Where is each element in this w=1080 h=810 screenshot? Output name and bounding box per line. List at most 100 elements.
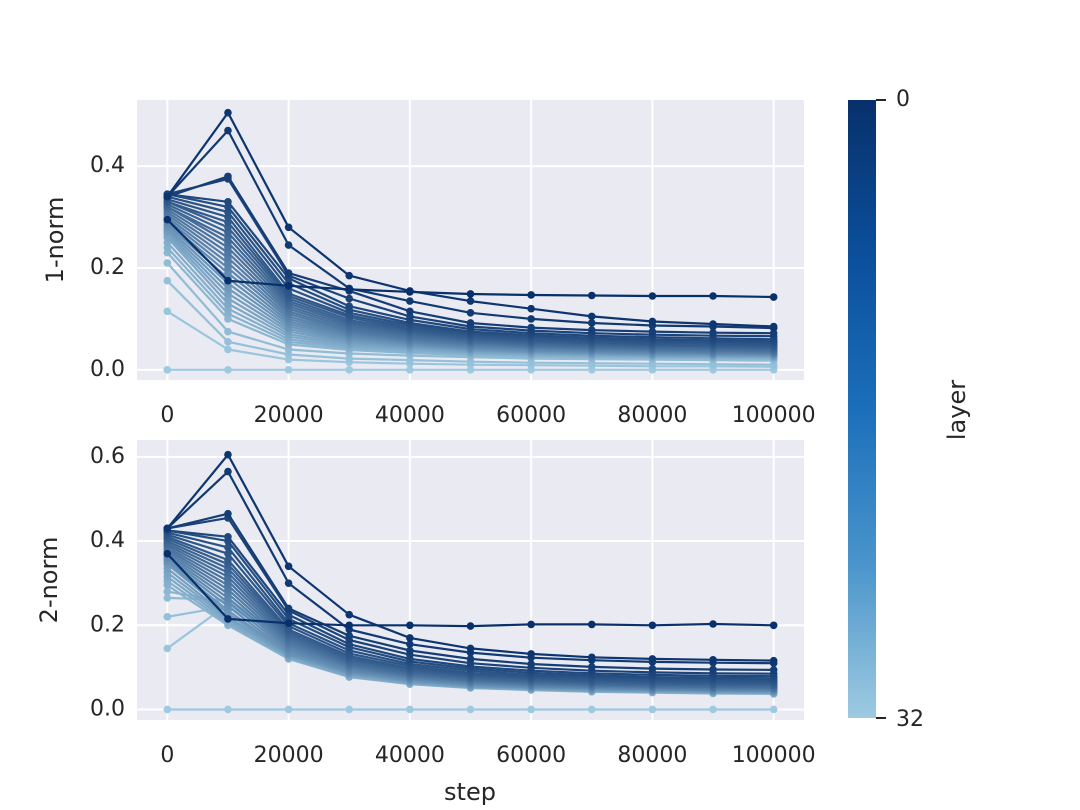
colorbar-tick-label-32: 32 — [896, 707, 924, 732]
data-point-layer-3 — [769, 666, 778, 674]
data-point-layer-1 — [345, 610, 354, 619]
data-point-layer-3 — [527, 660, 535, 668]
data-point-layer-29 — [224, 327, 232, 336]
series-layer-1-2-norm — [163, 450, 778, 665]
data-point-layer-28 — [163, 587, 172, 596]
data-point-layer-1 — [709, 320, 717, 328]
data-point-layer-9 — [224, 556, 232, 564]
data-point-layer-3 — [284, 269, 293, 277]
data-point-layer-5 — [345, 302, 354, 310]
data-point-layer-3 — [224, 172, 232, 181]
data-point-layer-32 — [769, 705, 778, 714]
data-point-layer-30 — [224, 338, 232, 346]
data-point-layer-0 — [527, 291, 535, 299]
data-point-layer-2 — [527, 315, 535, 323]
data-point-layer-3 — [587, 663, 596, 671]
data-point-layer-5 — [224, 198, 232, 206]
data-point-layer-0 — [527, 620, 535, 629]
data-point-layer-1 — [345, 271, 354, 280]
data-point-layer-32 — [345, 366, 354, 374]
x-tick-label-1-norm: 60000 — [496, 403, 566, 428]
y-tick-label-2-norm: 0.4 — [90, 528, 125, 553]
data-point-layer-3 — [224, 509, 232, 518]
x-tick-label-2-norm: 0 — [160, 743, 174, 768]
data-point-layer-32 — [709, 705, 717, 714]
y-axis-label-2-norm: 2-norm — [35, 537, 63, 624]
data-point-layer-32 — [406, 705, 414, 714]
data-point-layer-1 — [527, 650, 535, 658]
x-tick-label-2-norm: 20000 — [254, 743, 324, 768]
data-point-layer-0 — [587, 620, 596, 629]
data-point-layer-8 — [224, 549, 232, 558]
series-layer-1-1-norm — [163, 108, 778, 331]
data-point-layer-1 — [406, 634, 414, 642]
data-point-layer-0 — [769, 621, 778, 630]
x-tick-label-1-norm: 0 — [160, 403, 174, 428]
data-point-layer-1 — [466, 644, 475, 653]
data-point-layer-31 — [163, 307, 172, 316]
x-tick-label-2-norm: 80000 — [617, 743, 687, 768]
x-axis-label-step: step — [444, 778, 496, 806]
panel-2-norm: 0 20000 40000 60000 80000 100000 0.0 0.2 0.4 0.6… — [35, 440, 816, 806]
data-point-layer-3 — [709, 328, 717, 337]
data-point-layer-2 — [284, 241, 293, 249]
data-point-layer-3 — [709, 665, 717, 674]
data-point-layer-3 — [648, 664, 657, 673]
data-point-layer-0 — [163, 549, 172, 558]
data-point-layer-0 — [466, 622, 475, 630]
data-point-layer-30 — [163, 613, 172, 621]
data-point-layer-2 — [466, 309, 475, 317]
x-tick-label-1-norm: 40000 — [375, 403, 445, 428]
colorbar: 0 32 layer — [848, 87, 971, 732]
data-point-layer-1 — [163, 524, 172, 533]
series-layer-0-1-norm — [163, 215, 778, 301]
data-point-layer-3 — [587, 326, 596, 334]
data-point-layer-31 — [224, 345, 232, 354]
data-point-layer-3 — [466, 655, 475, 663]
y-axis-label-1-norm: 1-norm — [41, 197, 69, 284]
series-layer-32-2-norm — [163, 705, 778, 714]
data-point-layer-2 — [406, 297, 414, 305]
data-point-layer-32 — [284, 705, 293, 714]
data-point-layer-0 — [284, 282, 293, 290]
series-group-2-norm — [163, 450, 778, 714]
data-point-layer-3 — [466, 319, 475, 327]
data-point-layer-32 — [406, 366, 414, 374]
data-point-layer-1 — [466, 297, 475, 305]
data-point-layer-1 — [648, 317, 657, 326]
data-point-layer-1 — [587, 653, 596, 662]
y-tick-label-2-norm: 0.2 — [90, 612, 125, 637]
data-point-layer-29 — [163, 594, 172, 602]
series-layer-2-1-norm — [163, 126, 778, 332]
y-tick-label-2-norm: 0.0 — [90, 696, 125, 721]
series-group-1-norm — [163, 108, 778, 374]
data-point-layer-0 — [648, 621, 657, 630]
data-point-layer-32 — [163, 366, 172, 374]
data-point-layer-0 — [466, 290, 475, 298]
data-point-layer-5 — [224, 533, 232, 541]
y-tick-label-1-norm: 0.4 — [90, 153, 125, 178]
data-point-layer-32 — [163, 705, 172, 714]
data-point-layer-32 — [345, 705, 354, 714]
series-layer-0-2-norm — [163, 549, 778, 630]
data-point-layer-3 — [284, 604, 293, 613]
panel-1-norm: 0 20000 40000 60000 80000 100000 0.0 0.2 0.4 1-… — [41, 100, 816, 428]
data-point-layer-1 — [527, 304, 535, 313]
x-tick-labels-2-norm: 0 20000 40000 60000 80000 100000 — [160, 743, 815, 768]
data-point-layer-3 — [527, 323, 535, 332]
data-point-layer-1 — [587, 312, 596, 321]
x-tick-label-2-norm: 100000 — [732, 743, 816, 768]
data-point-layer-31 — [163, 644, 172, 653]
y-tick-labels-1-norm: 0.0 0.2 0.4 — [90, 153, 125, 382]
series-layer-3-1-norm — [163, 172, 778, 337]
x-tick-labels-1-norm: 0 20000 40000 60000 80000 100000 — [160, 403, 815, 428]
data-point-layer-32 — [527, 705, 535, 714]
data-point-layer-0 — [345, 285, 354, 294]
colorbar-tick-label-0: 0 — [896, 87, 910, 112]
x-tick-label-1-norm: 100000 — [732, 403, 816, 428]
data-point-layer-0 — [648, 292, 657, 300]
data-point-layer-0 — [406, 621, 414, 630]
data-point-layer-0 — [163, 215, 172, 224]
data-point-layer-30 — [163, 276, 172, 285]
